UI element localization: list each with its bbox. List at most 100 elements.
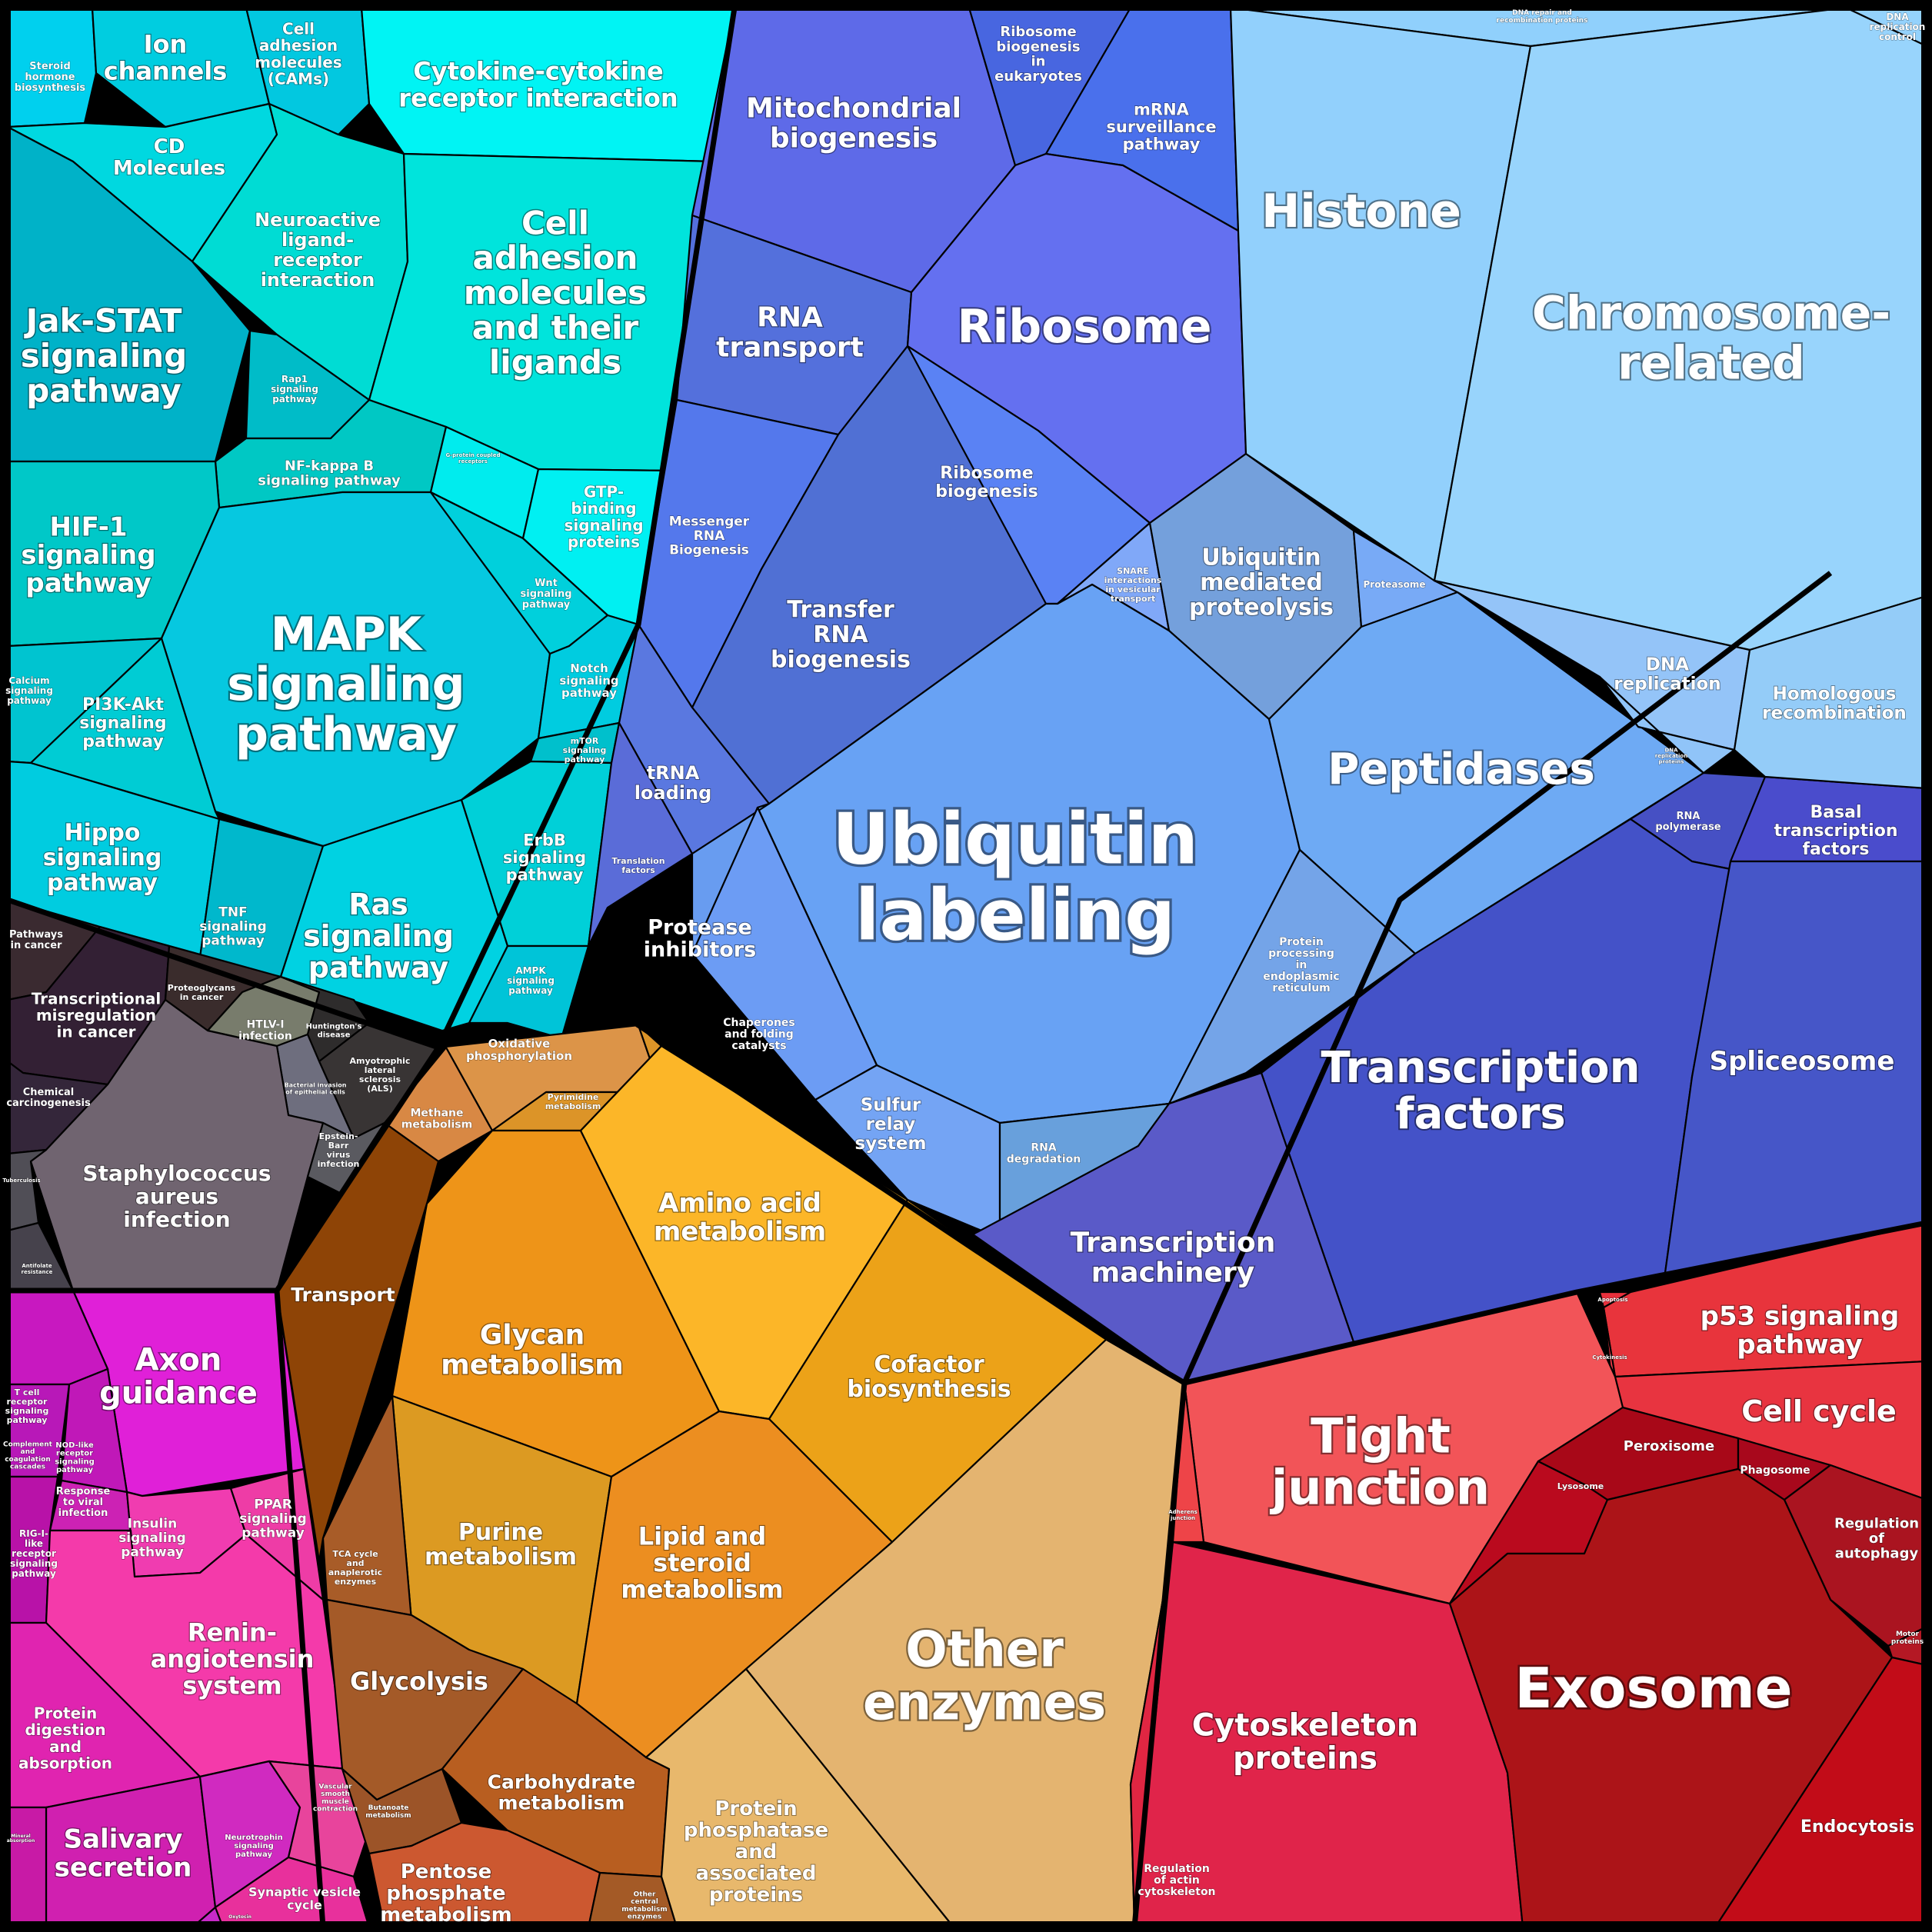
cell-label: DNA repair and recombination proteins — [1497, 9, 1588, 25]
cell-label-line: Insulin — [128, 1517, 177, 1532]
cell-label-line: Vascular — [318, 1783, 352, 1790]
cell-label-line: Bacterial invasion — [285, 1081, 347, 1088]
cell-label: Ribosome — [957, 300, 1211, 354]
cell-label-line: signaling — [199, 919, 267, 934]
cell-label-line: Barr — [328, 1141, 349, 1151]
cell-label-line: pathway — [506, 866, 584, 884]
cell-label-line: proteins — [709, 1884, 803, 1907]
cell-label: Tight junction — [1269, 1407, 1490, 1515]
border-signaling-disease — [6, 897, 440, 1051]
cell-label-line: receptors — [458, 458, 488, 465]
cell-label-line: lateral — [365, 1065, 396, 1075]
cell-label-line: Cell — [282, 20, 315, 38]
cell-label-line: replication — [1614, 674, 1720, 694]
cell-label-line: proteolysis — [1189, 594, 1334, 621]
cell-label-line: Steroid — [29, 60, 71, 72]
cell-label: CD Molecules — [113, 135, 225, 180]
cell-label-line: PPAR — [254, 1497, 292, 1513]
cell-label: AMPK signaling pathway — [507, 965, 555, 996]
cell-label-line: Chromosome- — [1532, 287, 1890, 341]
cell-label: Synaptic vesicle cycle — [248, 1884, 361, 1912]
cell-label: Mitochondrial biogenesis — [746, 92, 961, 154]
cell-label-line: p53 signaling — [1700, 1301, 1900, 1332]
cell-label-line: secretion — [55, 1852, 192, 1883]
cell-label-line: G-protein coupled — [446, 452, 501, 458]
cell-label-line: receptor — [7, 1397, 48, 1407]
border-ubiquitin-metabolism — [1181, 571, 1833, 1384]
cell-label-line: signaling — [55, 1457, 95, 1466]
cell-label: Basal transcription factors — [1774, 803, 1898, 859]
cell-label-line: inhibitors — [644, 938, 756, 961]
cell-label-line: carcinogenesis — [6, 1098, 91, 1109]
cell-label-line: metabolism — [401, 1119, 472, 1131]
cell-label-line: Ubiquitin — [1201, 544, 1321, 571]
cell-label-line: Exosome — [1514, 1656, 1792, 1720]
cell-label-line: Ion — [144, 30, 188, 59]
cell-label: RNA polymerase — [1655, 810, 1720, 832]
cell-label-line: central — [631, 1898, 658, 1906]
cell-label: Oxytocin — [228, 1914, 251, 1920]
cell-label-line: factors — [621, 864, 655, 874]
cell-label-line: receptor — [273, 249, 362, 271]
cell-label-line: Protease — [648, 915, 751, 939]
cell-label-line: to viral — [63, 1497, 103, 1508]
cell-label-line: Renin- — [188, 1617, 277, 1647]
cell-label: RNA degradation — [1007, 1141, 1081, 1165]
cell-label-line: processing — [1268, 948, 1334, 960]
cell-label-line: Cytokine-cytokine — [413, 57, 663, 86]
cell-label-line: Carbohydrate — [488, 1770, 636, 1793]
cell-label-line: in — [1296, 959, 1307, 971]
cell-label-line: anaplerotic — [328, 1567, 382, 1577]
cell-label-line: Notch — [570, 661, 608, 675]
cell-label-line: Biogenesis — [669, 542, 749, 558]
cell-label-line: digestion — [25, 1720, 105, 1739]
cell-label-line: pathway — [26, 371, 182, 409]
cell-label-line: Chaperones — [723, 1017, 795, 1029]
cell-label: Salivary secretion — [55, 1824, 192, 1884]
cell-label-line: Transcriptional — [32, 989, 162, 1008]
border-metabolism-cellular — [1131, 1382, 1188, 1928]
cell-label-line: SNARE — [1117, 566, 1149, 576]
cell-label-line: pathway — [47, 869, 158, 896]
cell-label: Ras signaling pathway — [303, 888, 454, 984]
cell-label-line: system — [182, 1671, 281, 1700]
cell-label-line: Glycan — [480, 1319, 585, 1351]
cell-label-line: adhesion — [473, 238, 638, 276]
cell-label-line: receptor interaction — [398, 83, 678, 112]
cell-label-line: and — [346, 1558, 364, 1568]
cell-label-line: in cancer — [57, 1023, 136, 1041]
cell-label-line: sclerosis — [359, 1074, 401, 1084]
cell-label-line: Rap1 — [281, 374, 308, 385]
cell-label: Proteasome — [1364, 579, 1426, 590]
cell-label: DNA replication proteins — [1655, 747, 1687, 764]
cell-label-line: Apoptosis — [1597, 1297, 1627, 1303]
cell-label-line: metabolism — [621, 1906, 667, 1914]
cell-label-line: Response — [56, 1485, 111, 1497]
cell-label: DNA replication — [1614, 655, 1720, 695]
cell-label-line: metabolism — [545, 1101, 601, 1111]
cell-label-line: disease — [318, 1031, 351, 1039]
cell-label-line: DNA repair and — [1512, 9, 1572, 17]
cell-label-line: enzymes — [335, 1576, 377, 1586]
cell-label: Steroid hormone biosynthesis — [15, 60, 86, 93]
cell-label-line: cytoskeleton — [1138, 1886, 1215, 1898]
cell-label-line: NF-kappa B — [285, 458, 374, 474]
cell-label: Sulfur relay system — [855, 1095, 927, 1154]
cell-label-line: receptor — [56, 1449, 93, 1457]
cell-label: Methane metabolism — [401, 1107, 472, 1131]
cell-label: Hippo signaling pathway — [43, 819, 162, 896]
cell-label-line: Butanoate — [368, 1804, 409, 1812]
cell-label-line: Peptidases — [1327, 744, 1595, 794]
cell-label: mTOR signaling pathway — [563, 736, 607, 764]
cell-label: GTP-binding signaling proteins — [564, 483, 643, 551]
border-genetic-cellular — [1184, 1220, 1927, 1386]
cell-label-line: Antifolate — [22, 1263, 52, 1269]
cell-label-line: pathway — [1737, 1329, 1862, 1360]
cell-ampk-signaling-pathway — [468, 944, 590, 1040]
cell-label-line: RIG-I- — [19, 1528, 48, 1539]
cell-label-line: transcription — [1774, 821, 1898, 841]
cell-label: Wnt signaling pathway — [521, 577, 572, 610]
cell-label-line: loading — [635, 782, 712, 804]
cell-label-line: binding — [571, 499, 636, 518]
